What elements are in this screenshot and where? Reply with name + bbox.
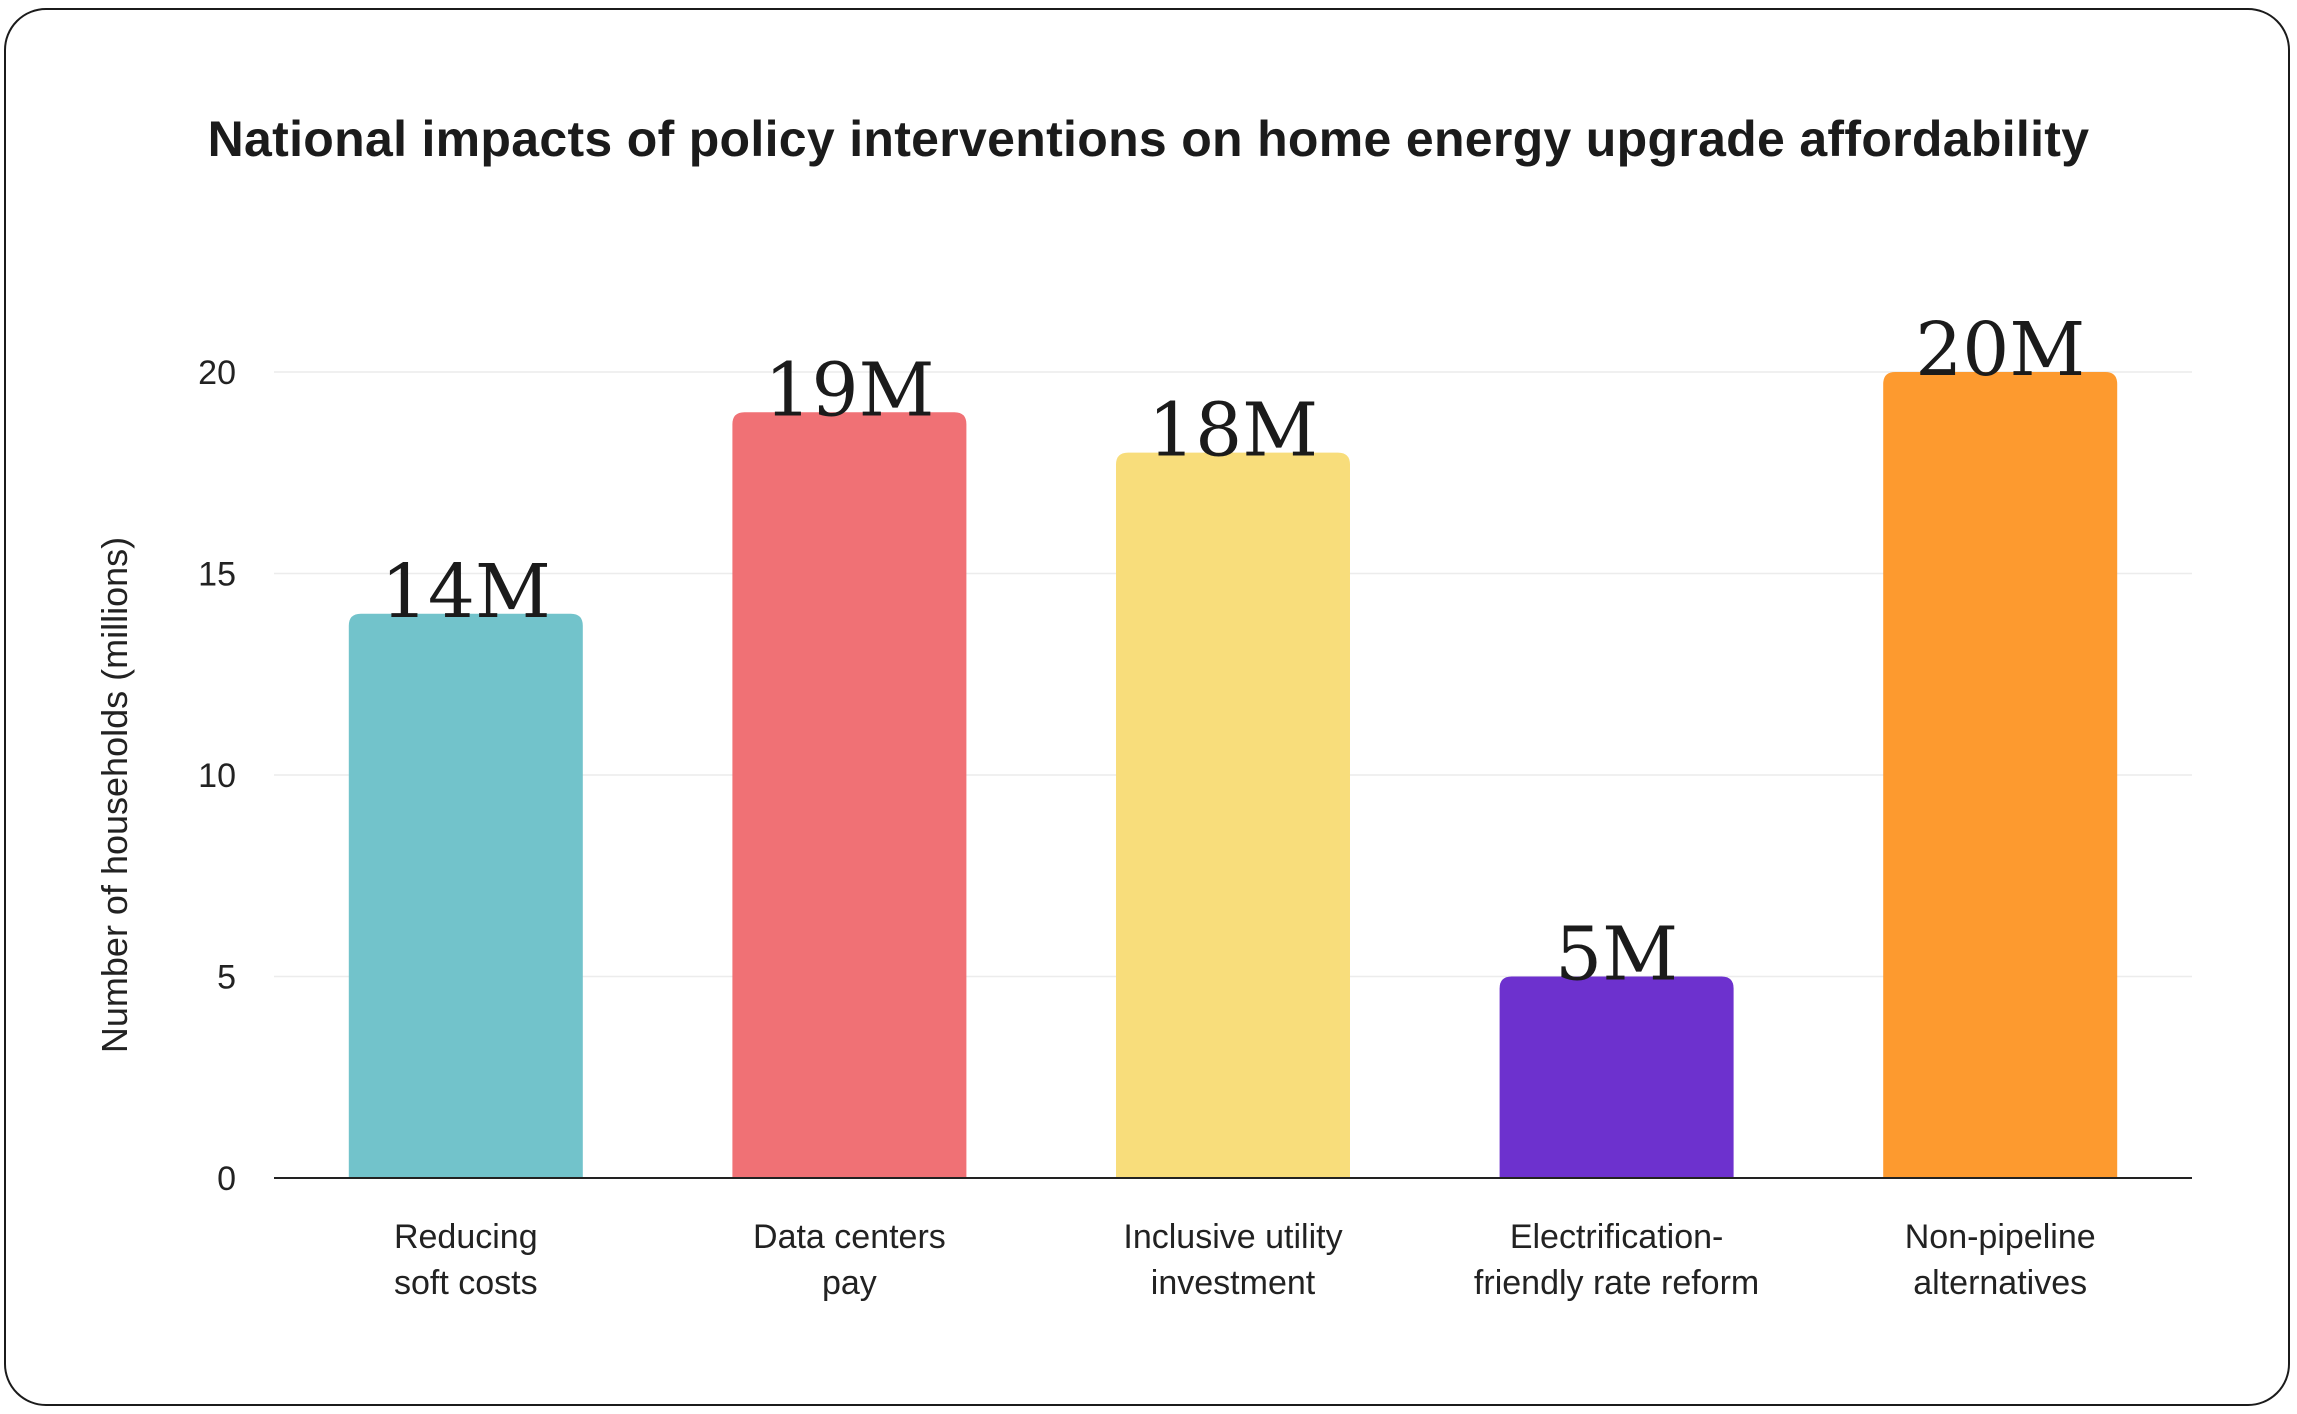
data-label: 19M xyxy=(764,347,934,433)
category-label: Inclusive utility investment xyxy=(1123,1218,1342,1302)
category-label: Electrification-friendly rate reform xyxy=(1474,1218,1759,1302)
bar xyxy=(1499,976,1734,1178)
y-tick-label: 20 xyxy=(198,354,236,392)
category-label: Reducing soft costs xyxy=(394,1218,538,1302)
y-tick-labels: 0 5 10 15 20 xyxy=(198,354,236,1198)
y-tick-label: 10 xyxy=(198,757,236,795)
data-label: 20M xyxy=(1915,307,2085,393)
bars xyxy=(348,372,2118,1179)
bar xyxy=(348,613,583,1178)
chart-title: National impacts of policy interventions… xyxy=(207,111,2090,167)
data-label: 14M xyxy=(381,549,551,635)
y-tick-label: 15 xyxy=(198,556,236,594)
y-tick-label: 5 xyxy=(217,959,236,997)
data-label: 18M xyxy=(1148,388,1318,474)
category-labels: Reducing soft costs Data centers pay Inclusi… xyxy=(394,1218,2096,1302)
data-label: 5M xyxy=(1555,912,1678,998)
y-axis-label: Number of households (millions) xyxy=(94,537,135,1053)
bar xyxy=(732,412,967,1178)
bar xyxy=(1883,372,2118,1178)
category-label: Non-pipeline alternatives xyxy=(1905,1218,2096,1302)
bar xyxy=(1116,452,1350,1179)
data-labels: 14M 19M 18M 5M 20M xyxy=(381,307,2085,998)
y-tick-label: 0 xyxy=(217,1160,236,1198)
category-label: Data centers pay xyxy=(753,1218,946,1302)
